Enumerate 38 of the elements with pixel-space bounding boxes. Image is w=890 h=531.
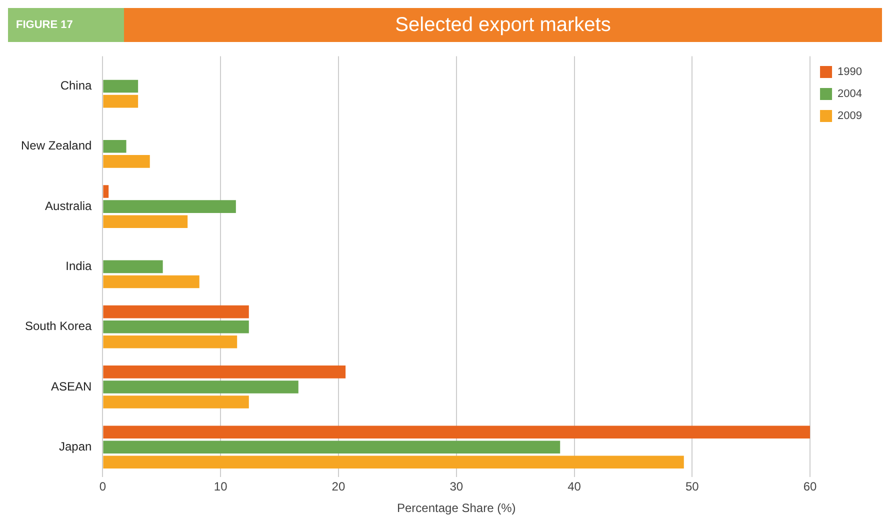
bar: [103, 140, 126, 153]
chart-title: Selected export markets: [124, 8, 882, 42]
bar: [103, 275, 200, 288]
x-axis-title: Percentage Share (%): [397, 501, 516, 516]
bar: [103, 426, 810, 438]
legend-label: 2009: [838, 110, 862, 122]
y-tick-label: China: [60, 78, 92, 93]
x-tick-label: 40: [568, 480, 582, 494]
bar: [103, 80, 138, 93]
y-tick-label: India: [66, 259, 92, 274]
y-tick-label: New Zealand: [20, 138, 92, 153]
x-tick-label: 50: [685, 480, 700, 494]
bar: [103, 380, 298, 394]
y-tick-label: Japan: [59, 439, 92, 454]
bar: [103, 440, 560, 454]
bar: [103, 260, 163, 274]
bar: [103, 155, 150, 168]
x-tick-label: 20: [332, 480, 346, 494]
bar: [103, 366, 346, 378]
x-tick-label: 0: [99, 480, 106, 494]
x-tick-label: 60: [803, 480, 818, 494]
bar: [103, 396, 249, 408]
legend-label: 2004: [838, 88, 862, 100]
bar: [103, 456, 684, 469]
bar: [103, 94, 138, 108]
x-tick-label: 10: [214, 480, 228, 494]
x-tick-label: 30: [450, 480, 464, 494]
bar: [103, 320, 249, 334]
y-tick-label: South Korea: [24, 319, 92, 334]
bar: [103, 335, 238, 348]
legend-label: 1990: [838, 66, 862, 78]
bar: [103, 215, 188, 228]
y-tick-label: Australia: [45, 198, 92, 213]
bar: [103, 185, 109, 198]
bar: [103, 305, 249, 318]
bar: [103, 200, 236, 213]
caption: FIGURE 17: [8, 8, 124, 42]
y-tick-label: ASEAN: [51, 379, 92, 394]
